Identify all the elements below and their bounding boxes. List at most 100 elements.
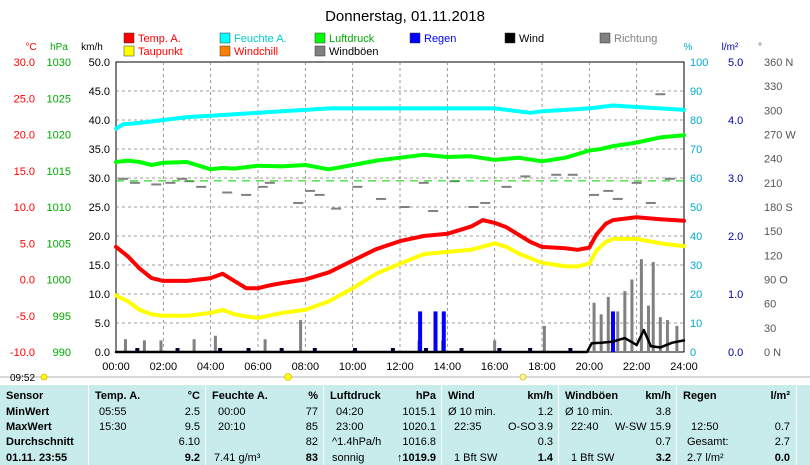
regen-total-value: 2.7 [774,436,790,448]
baseline-marker-2 [218,348,223,351]
temp-current-value: 9.2 [184,452,200,464]
gust-bar-15 [623,291,627,352]
col-luftdruck: Luftdruck hPa 04:20 1015.1 23:00 1020.1 … [323,385,442,465]
left-tick-2-0: 50.0 [89,57,110,69]
right-tick-1-0: 5.0 [728,57,743,69]
baseline-marker-10 [497,348,502,351]
right-tick-0-9: 10 [690,318,702,330]
series-line-2 [114,103,686,131]
left-axis-unit-0: °C [25,42,36,53]
series-line-0 [114,215,686,291]
legend-swatch-4 [504,32,516,44]
x-tick-0: 00:00 [102,361,130,373]
feuchte-min-time: 00:00 [218,406,246,418]
left-tick-1-8: 990 [53,347,71,359]
right-tick-2-9: 90 O [764,275,788,287]
legend-label-8: Windböen [329,46,379,58]
boeen-unit: km/h [645,390,671,402]
wind-current-value: 1.4 [537,452,553,464]
rain-bar-1 [433,311,438,352]
wind-header: Wind [448,390,475,402]
left-tick-0-3: 15.0 [14,166,35,178]
right-axis-unit-2: ° [758,42,762,53]
baseline-marker-1 [175,348,180,351]
boeen-max-value: 15.9 [649,421,671,433]
feuchte-max-time: 20:10 [218,421,246,433]
col-temp: Temp. A. °C 05:55 2.5 15:30 9.5 6.10 9.2 [88,385,206,465]
left-tick-1-5: 1005 [47,238,71,250]
col-regen: Regen l/m² 12:50 0.7 Gesamt: 2.7 2.7 l/m… [676,385,797,465]
right-tick-0-8: 20 [690,289,702,301]
luft-current-value: ↑1019.9 [396,452,436,464]
feuchte-min-value: 77 [305,406,318,418]
x-tick-9: 18:00 [528,361,556,373]
feuchte-unit: % [308,390,318,402]
gust-bar-14 [616,311,620,352]
col-feuchte: Feuchte A. % 00:00 77 20:10 85 82 7.41 g… [205,385,324,465]
boeen-current-dir: 1 Bft SW [571,452,615,464]
right-tick-2-10: 60 [764,299,776,311]
right-tick-2-3: 270 W [764,130,796,142]
gust-bar-9 [493,340,497,352]
right-axis-unit-1: l/m² [722,42,739,53]
gust-bar-20 [658,317,662,352]
left-axis-unit-2: km/h [81,42,103,53]
luft-forecast: sonnig [332,452,365,464]
left-tick-1-2: 1020 [47,130,71,142]
x-tick-5: 10:00 [339,361,367,373]
right-tick-2-2: 300 [764,105,782,117]
stats-table: Sensor MinWert MaxWert Durchschnitt 01.1… [0,385,810,465]
baseline-marker-9 [459,348,464,351]
wind-max-time: 22:35 [454,421,482,433]
boeen-avg10-value: 3.8 [655,406,671,418]
legend-label-3: Regen [424,33,456,45]
right-tick-0-1: 90 [690,86,702,98]
baseline-marker-0 [135,348,140,351]
x-tick-8: 16:00 [481,361,509,373]
x-tick-2: 04:00 [197,361,225,373]
wind-avg10-label: Ø 10 min. [448,406,496,418]
series-line-3 [114,133,686,172]
legend-swatch-0 [123,32,135,44]
feuchte-current-value: 83 [305,452,318,464]
luft-trend: ^1.4hPa/h [332,436,382,448]
boeen-avg10-label: Ø 10 min. [565,406,613,418]
right-tick-0-0: 100 [690,57,708,69]
left-tick-0-4: 10.0 [14,202,35,214]
feuchte-avg-value: 82 [305,436,318,448]
baseline-marker-5 [312,348,317,351]
status-time-left: 09:52 [10,373,35,384]
gust-bar-11 [592,302,596,352]
left-tick-2-10: 0.0 [95,347,110,359]
left-tick-0-0: 30.0 [14,57,35,69]
gust-bar-6 [299,320,303,352]
left-tick-2-9: 5.0 [95,318,110,330]
left-tick-1-6: 1000 [47,275,71,287]
temp-min-time: 05:55 [99,406,127,418]
gust-bar-1 [142,340,146,352]
x-tick-4: 08:00 [292,361,320,373]
left-tick-0-5: 5.0 [20,238,35,250]
regen-unit: l/m² [770,390,790,402]
wind-max-value: 3.9 [537,421,553,433]
luft-min-value: 1015.1 [402,406,436,418]
left-tick-2-1: 45.0 [89,86,110,98]
x-tick-3: 06:00 [244,361,272,373]
x-tick-11: 22:00 [623,361,651,373]
legend-label-2: Luftdruck [329,33,375,45]
right-axis-ticks: 10090807060504030201005.04.03.02.01.00.0… [690,57,796,359]
baseline-marker-3 [246,348,251,351]
feuchte-header: Feuchte A. [212,390,268,402]
right-tick-0-3: 70 [690,144,702,156]
temp-max-time: 15:30 [99,421,127,433]
left-tick-0-8: -10.0 [10,347,35,359]
temp-max-value: 9.5 [184,421,200,433]
legend-swatch-5 [599,32,611,44]
left-tick-2-4: 30.0 [89,173,110,185]
left-tick-2-2: 40.0 [89,115,110,127]
row-current: 01.11. 23:55 [6,452,68,464]
left-tick-2-5: 25.0 [89,202,110,214]
feuchte-abs-value: 7.41 g/m³ [214,452,261,464]
luft-unit: hPa [415,390,436,402]
left-axis-ticks: 30.0 25.0 20.0 15.0 10.0 5.0 0.0 -5.0 -10.0 1030 1… [10,57,110,359]
